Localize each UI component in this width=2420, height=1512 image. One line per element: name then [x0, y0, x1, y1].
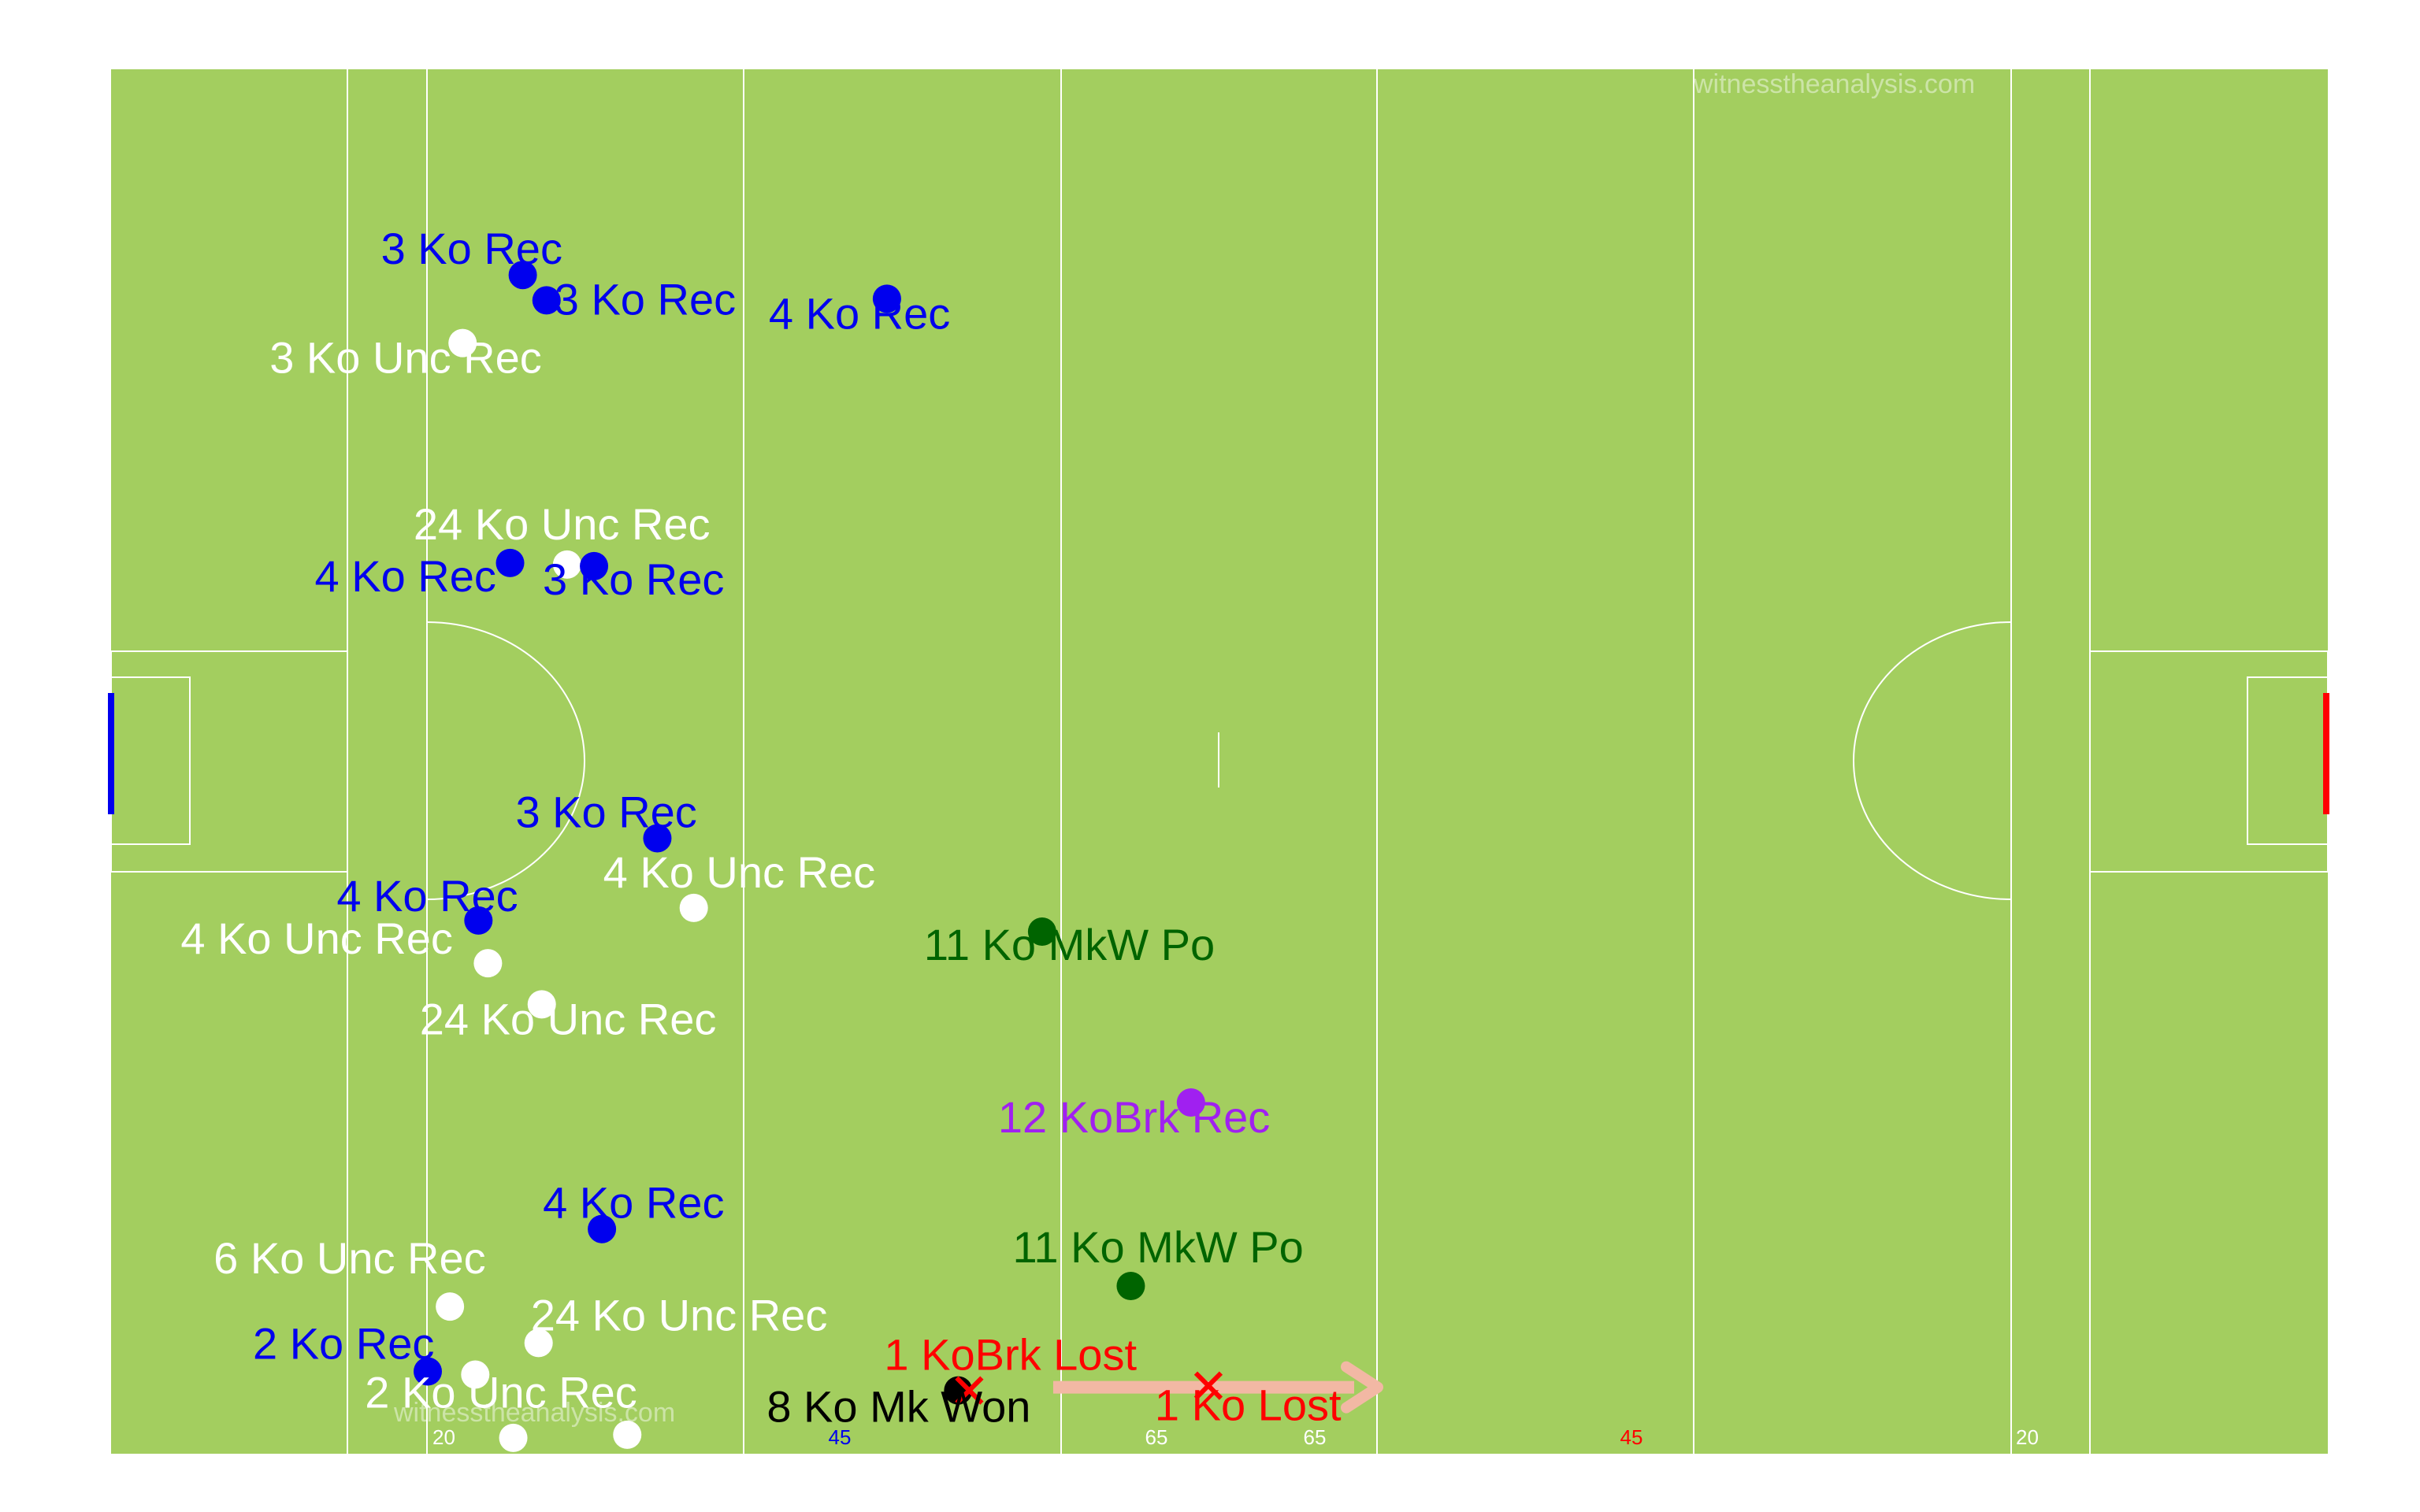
point-marker-3-ko-unc-rec	[448, 328, 477, 358]
point-label-2-ko-unc-rec: 2 Ko Unc Rec	[365, 1368, 637, 1418]
point-label-24-ko-unc-rec: 24 Ko Unc Rec	[531, 1290, 828, 1340]
point-label-4-ko-rec: 4 Ko Rec	[769, 288, 950, 338]
point-label-12-kobrk-rec: 12 KoBrk Rec	[998, 1092, 1271, 1142]
yard-marker-20-far: 20	[2016, 1425, 2039, 1449]
point-label-3-ko-rec: 3 Ko Rec	[555, 274, 736, 324]
point-marker-4-ko-rec	[464, 906, 493, 935]
point-marker-point	[499, 1423, 528, 1452]
yard-marker-45-near: 45	[829, 1425, 852, 1449]
yard-marker-65-far: 65	[1304, 1425, 1327, 1449]
point-marker-4-ko-rec	[872, 284, 901, 313]
point-marker-11-ko-mkw-po	[1116, 1272, 1145, 1301]
point-marker-24-ko-unc-rec	[524, 1329, 553, 1358]
point-marker-24-ko-unc-rec	[552, 550, 581, 579]
point-marker-point	[613, 1420, 642, 1449]
point-label-11-ko-mkw-po: 11 Ko MkW Po	[924, 920, 1215, 969]
cross-marker-1-ko-lost	[1193, 1371, 1223, 1400]
point-label-24-ko-unc-rec: 24 Ko Unc Rec	[414, 499, 711, 549]
point-label-1-ko-lost: 1 Ko Lost	[1155, 1380, 1342, 1430]
point-marker-4-ko-rec	[588, 1214, 617, 1243]
point-label-3-ko-rec: 3 Ko Rec	[543, 554, 724, 604]
yard-marker-layer: 20 45 65 65 45 20	[432, 1425, 2039, 1449]
point-label-11-ko-mkw-po: 11 Ko MkW Po	[1012, 1222, 1303, 1272]
point-marker-4-ko-rec	[496, 548, 525, 577]
point-label-8-ko-mk-won: 8 Ko Mk Won	[766, 1382, 1030, 1432]
point-marker-11-ko-mkw-po	[1027, 917, 1056, 946]
watermark-top: witnesstheanalysis.com	[1693, 69, 1975, 99]
point-label-4-ko-rec: 4 Ko Rec	[315, 551, 496, 601]
arc-far	[1853, 621, 2012, 900]
point-label-4-ko-rec: 4 Ko Rec	[336, 871, 518, 921]
point-label-3-ko-rec: 3 Ko Rec	[381, 224, 562, 273]
point-label-4-ko-rec: 4 Ko Rec	[543, 1178, 724, 1228]
yard-marker-45-far: 45	[1620, 1425, 1643, 1449]
point-label-4-ko-unc-rec: 4 Ko Unc Rec	[603, 847, 875, 897]
point-marker-2-ko-rec	[414, 1357, 442, 1386]
point-marker-3-ko-rec	[580, 551, 609, 580]
carry-arrow-head	[1341, 1361, 1383, 1414]
arc-near	[426, 621, 585, 900]
point-label-24-ko-unc-rec: 24 Ko Unc Rec	[420, 994, 717, 1043]
point-marker-12-kobrk-rec	[1176, 1088, 1205, 1117]
point-marker-2-ko-unc-rec	[461, 1360, 490, 1389]
point-marker-3-ko-rec	[643, 824, 672, 853]
point-marker-4-ko-unc-rec	[679, 893, 708, 922]
point-label-1-kobrk-lost: 1 KoBrk Lost	[884, 1330, 1137, 1380]
point-marker-6-ko-unc-rec	[436, 1292, 465, 1321]
point-layer	[414, 261, 1223, 1452]
point-label-3-ko-unc-rec: 3 Ko Unc Rec	[269, 333, 541, 383]
point-marker-4-ko-unc-rec	[473, 949, 503, 978]
point-label-4-ko-unc-rec: 4 Ko Unc Rec	[180, 914, 453, 963]
point-marker-3-ko-rec	[508, 261, 537, 290]
point-label-3-ko-rec: 3 Ko Rec	[515, 787, 696, 836]
point-label-6-ko-unc-rec: 6 Ko Unc Rec	[213, 1233, 486, 1283]
point-marker-24-ko-unc-rec	[527, 990, 556, 1019]
point-marker-3-ko-rec	[532, 286, 561, 315]
yard-marker-65-near: 65	[1145, 1425, 1168, 1449]
cross-marker-1-kobrk-lost	[955, 1376, 984, 1405]
yard-marker-20-near: 20	[432, 1425, 455, 1449]
point-label-2-ko-rec: 2 Ko Rec	[253, 1319, 434, 1369]
